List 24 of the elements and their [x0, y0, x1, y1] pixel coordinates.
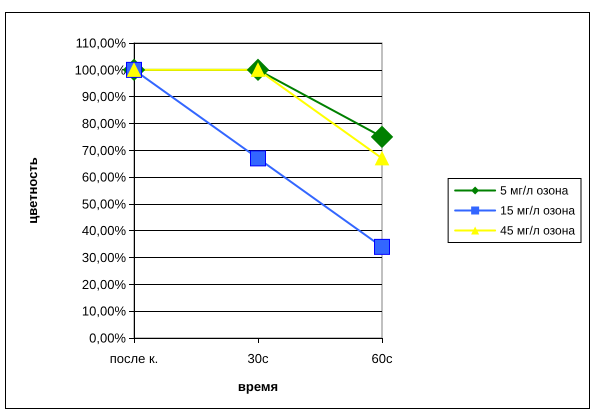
y-tick-label: 30,00% — [82, 250, 126, 266]
x-tick-label: 30с — [248, 351, 269, 366]
legend-label: 15 мг/л озона — [500, 204, 576, 218]
y-tick-label: 0,00% — [89, 330, 126, 346]
y-tick-label: 20,00% — [82, 276, 126, 292]
y-tick-label: 100,00% — [74, 62, 126, 78]
y-axis-title: цветность — [25, 157, 40, 224]
point — [250, 150, 266, 166]
y-tick-label: 70,00% — [82, 142, 126, 158]
x-tick-label: 60с — [372, 351, 393, 366]
x-axis-title: время — [238, 379, 278, 394]
point — [375, 151, 389, 166]
y-tick-label: 80,00% — [82, 116, 126, 131]
x-tick-label: после к. — [110, 351, 158, 366]
legend-label: 5 мг/л озона — [500, 184, 569, 198]
y-tick-label: 40,00% — [82, 223, 126, 238]
point — [371, 126, 393, 148]
y-tick-label: 50,00% — [82, 196, 126, 212]
y-tick-label: 90,00% — [82, 89, 126, 104]
y-tick-label: 60,00% — [82, 170, 126, 185]
y-tick-label: 110,00% — [76, 36, 126, 50]
point — [374, 238, 390, 255]
y-tick-label: 10,00% — [82, 304, 126, 319]
legend-label: 45 мг/л озона — [500, 224, 576, 238]
